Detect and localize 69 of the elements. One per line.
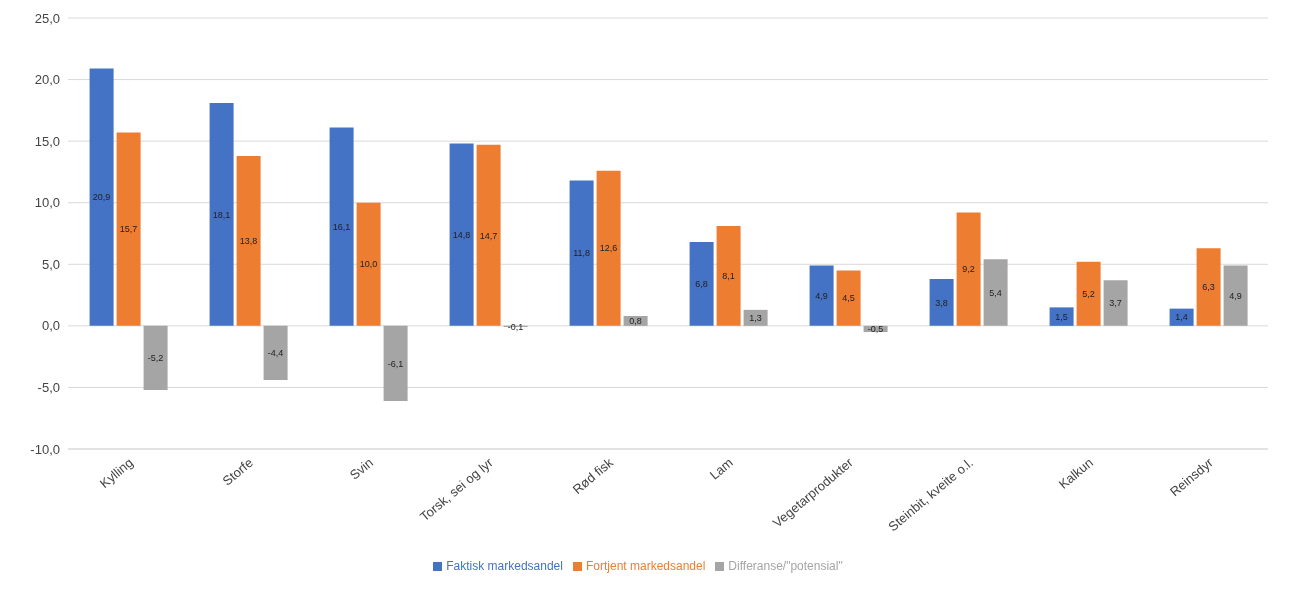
- bar: [956, 212, 981, 326]
- y-tick-label: 10,0: [34, 195, 60, 211]
- bar: [383, 325, 408, 401]
- data-label: -5,2: [147, 353, 164, 364]
- data-label: 6,8: [695, 279, 708, 290]
- data-label: 5,2: [1082, 289, 1095, 300]
- legend-label: Differanse/"potensial": [728, 559, 843, 573]
- bar: [236, 155, 261, 326]
- bar: [1103, 280, 1128, 326]
- y-tick-label: 0,0: [41, 318, 60, 334]
- bar: [809, 265, 834, 326]
- data-label: 6,3: [1202, 282, 1215, 293]
- data-label: 13,8: [239, 236, 258, 247]
- bar: [1223, 265, 1248, 326]
- bar: [449, 143, 474, 326]
- bar: [143, 325, 168, 390]
- data-label: 9,2: [962, 264, 975, 275]
- data-label: 14,8: [452, 229, 471, 240]
- y-tick-label: 20,0: [34, 72, 60, 88]
- data-label: 3,7: [1109, 298, 1122, 309]
- y-tick-label: -5,0: [37, 380, 60, 396]
- x-tick-label: Svin: [346, 454, 376, 483]
- legend-label: Fortjent markedsandel: [585, 559, 706, 573]
- bar: [836, 270, 861, 326]
- data-label: 4,9: [1229, 290, 1242, 301]
- data-label: 16,1: [332, 221, 351, 232]
- bar: [1196, 248, 1221, 326]
- x-tick-label: Lam: [706, 454, 736, 483]
- bar: [1076, 261, 1101, 326]
- y-tick-label: -10,0: [30, 441, 60, 457]
- bar: [329, 127, 354, 326]
- bar: [89, 68, 114, 326]
- bar: [983, 259, 1008, 326]
- bar: [929, 279, 954, 326]
- legend-label: Faktisk markedsandel: [446, 559, 563, 573]
- data-label: 1,5: [1055, 311, 1068, 322]
- y-tick-label: 15,0: [34, 133, 60, 149]
- data-label: -0,5: [867, 324, 884, 335]
- data-label: 3,8: [935, 297, 948, 308]
- data-label: 11,8: [573, 248, 591, 259]
- data-label: 18,1: [212, 209, 231, 220]
- data-label: 0,8: [629, 316, 642, 327]
- bar: [476, 144, 501, 326]
- y-tick-label: 5,0: [41, 256, 60, 272]
- data-label: 5,4: [989, 287, 1002, 298]
- data-label: 12,6: [599, 243, 618, 254]
- data-label: -6,1: [387, 358, 404, 369]
- bar: [116, 132, 141, 326]
- bar: [209, 102, 234, 326]
- data-label: 1,4: [1175, 312, 1188, 323]
- x-tick-label: Rød fisk: [569, 454, 617, 498]
- data-label: -4,4: [267, 348, 284, 359]
- bar: [1049, 307, 1074, 326]
- data-label: 20,9: [92, 192, 111, 203]
- bar: [596, 170, 621, 326]
- bar: [689, 242, 714, 326]
- bar: [716, 226, 741, 326]
- bar: [569, 180, 594, 326]
- bar: [356, 202, 381, 326]
- data-label: -0,1: [507, 321, 524, 332]
- data-label: 8,1: [722, 271, 735, 282]
- bar: [263, 325, 288, 381]
- data-label: 15,7: [119, 224, 138, 235]
- data-label: 10,0: [359, 259, 378, 270]
- data-label: 1,3: [749, 313, 762, 324]
- data-label: 4,9: [815, 290, 828, 301]
- data-label: 14,7: [479, 230, 498, 241]
- y-tick-label: 25,0: [34, 10, 60, 26]
- data-label: 4,5: [842, 293, 855, 304]
